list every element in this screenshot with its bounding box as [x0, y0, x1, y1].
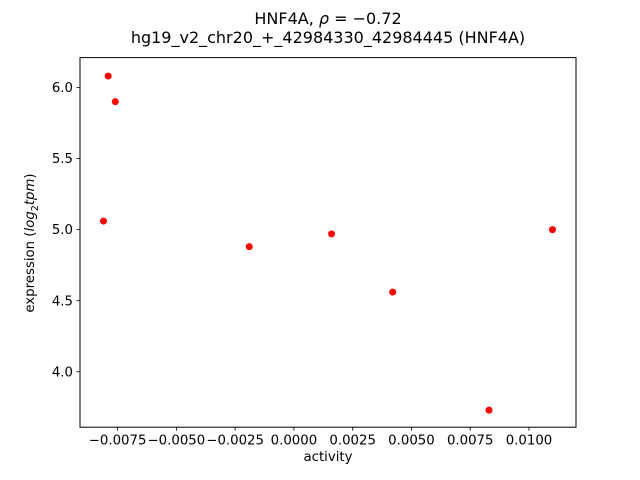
- data-point: [111, 98, 119, 106]
- chart-title-line1: HNF4A, ρ = −0.72: [80, 9, 576, 29]
- data-point: [389, 288, 397, 296]
- x-tick-label: 0.0025: [329, 434, 376, 449]
- chart-title-line2: hg19_v2_chr20_+_42984330_42984445 (HNF4A…: [130, 27, 526, 47]
- axes-frame: [79, 57, 577, 428]
- data-point: [100, 217, 108, 225]
- y-tick-label: 6.0: [52, 81, 73, 96]
- chart-title: HNF4A, ρ = −0.72 hg19_v2_chr20_+_4298433…: [80, 9, 576, 47]
- data-point: [548, 226, 556, 234]
- title-rho-symbol: ρ: [318, 9, 330, 28]
- data-point: [485, 406, 493, 414]
- x-tick-label: −0.0075: [89, 434, 147, 449]
- y-tick-label: 5.0: [52, 223, 73, 238]
- x-tick-label: 0.0000: [271, 434, 318, 449]
- title-gene-text: HNF4A,: [254, 9, 319, 28]
- x-axis-label: activity: [303, 450, 353, 465]
- title-rho-value: = −0.72: [329, 9, 402, 28]
- x-tick-label: 0.0075: [447, 434, 494, 449]
- y-tick-label: 4.0: [52, 365, 73, 380]
- data-point: [104, 72, 112, 80]
- y-tick-label: 5.5: [52, 152, 73, 167]
- data-point: [245, 243, 253, 251]
- x-tick-label: 0.0050: [388, 434, 435, 449]
- y-tick-label: 4.5: [52, 294, 73, 309]
- data-point: [328, 230, 336, 238]
- x-tick-label: −0.0025: [206, 434, 264, 449]
- x-tick-label: 0.0100: [506, 434, 553, 449]
- x-tick-label: −0.0050: [148, 434, 206, 449]
